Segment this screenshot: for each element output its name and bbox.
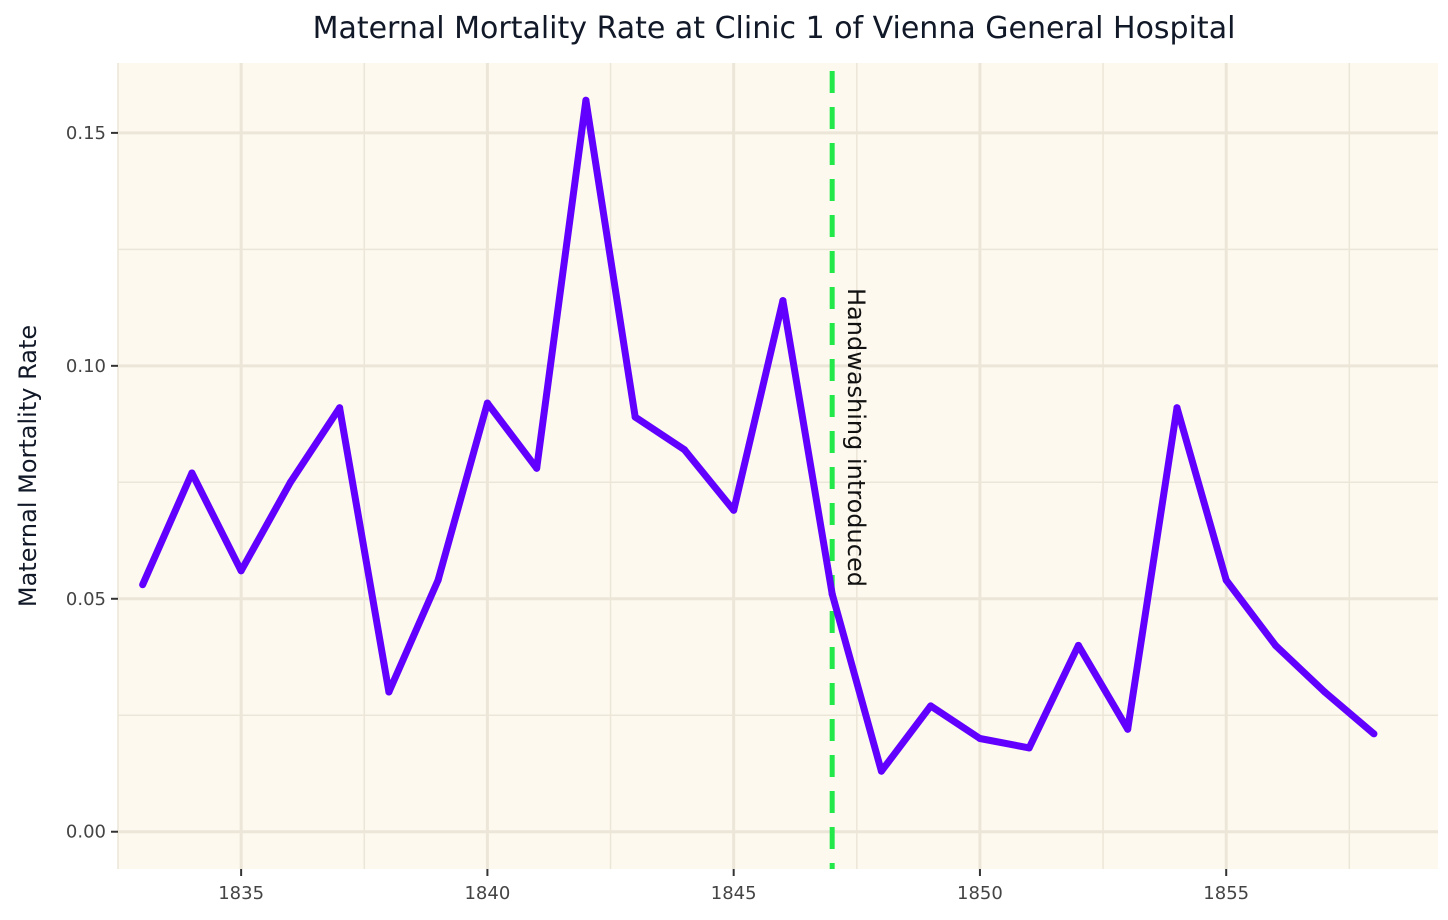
x-tick-label: 1840: [464, 883, 510, 904]
data-point: [828, 590, 836, 598]
data-point: [139, 581, 147, 589]
x-tick-label: 1835: [218, 883, 264, 904]
data-point: [188, 469, 196, 477]
annotation-layer: Handwashing introduced: [842, 288, 870, 587]
data-point: [237, 567, 245, 575]
y-tick-label: 0.00: [66, 822, 106, 843]
data-point: [385, 688, 393, 696]
data-point: [286, 478, 294, 486]
data-point: [483, 399, 491, 407]
data-point: [680, 446, 688, 454]
data-point: [1271, 641, 1279, 649]
data-point: [877, 767, 885, 775]
data-point: [434, 576, 442, 584]
x-tick-label: 1845: [711, 883, 757, 904]
y-axis-label: Maternal Mortality Rate: [14, 325, 42, 607]
data-point: [1321, 688, 1329, 696]
data-point: [1370, 730, 1378, 738]
data-point: [631, 413, 639, 421]
data-point: [927, 702, 935, 710]
data-point: [779, 297, 787, 305]
data-point: [730, 506, 738, 514]
plot-panel: [118, 63, 1438, 869]
series-line: [139, 96, 1377, 775]
data-point: [1222, 576, 1230, 584]
data-point: [336, 404, 344, 412]
data-point: [1025, 744, 1033, 752]
data-point: [533, 464, 541, 472]
data-point: [582, 96, 590, 104]
data-point: [1124, 725, 1132, 733]
x-tick-label: 1855: [1203, 883, 1249, 904]
data-point: [1173, 404, 1181, 412]
x-tick-label: 1850: [957, 883, 1003, 904]
data-point: [1074, 641, 1082, 649]
chart-title: Maternal Mortality Rate at Clinic 1 of V…: [313, 11, 1236, 46]
axes-layer: 1835 1840 1845 1850 1855 0.00 0.05 0.10 0.15: [66, 123, 1249, 904]
y-tick-label: 0.10: [66, 356, 106, 377]
data-point: [976, 735, 984, 743]
grid-minor: [117, 63, 1438, 869]
annotation-label: Handwashing introduced: [842, 288, 870, 587]
y-tick-label: 0.15: [66, 123, 106, 144]
series-layer: [139, 96, 1378, 775]
y-tick-label: 0.05: [66, 589, 106, 610]
